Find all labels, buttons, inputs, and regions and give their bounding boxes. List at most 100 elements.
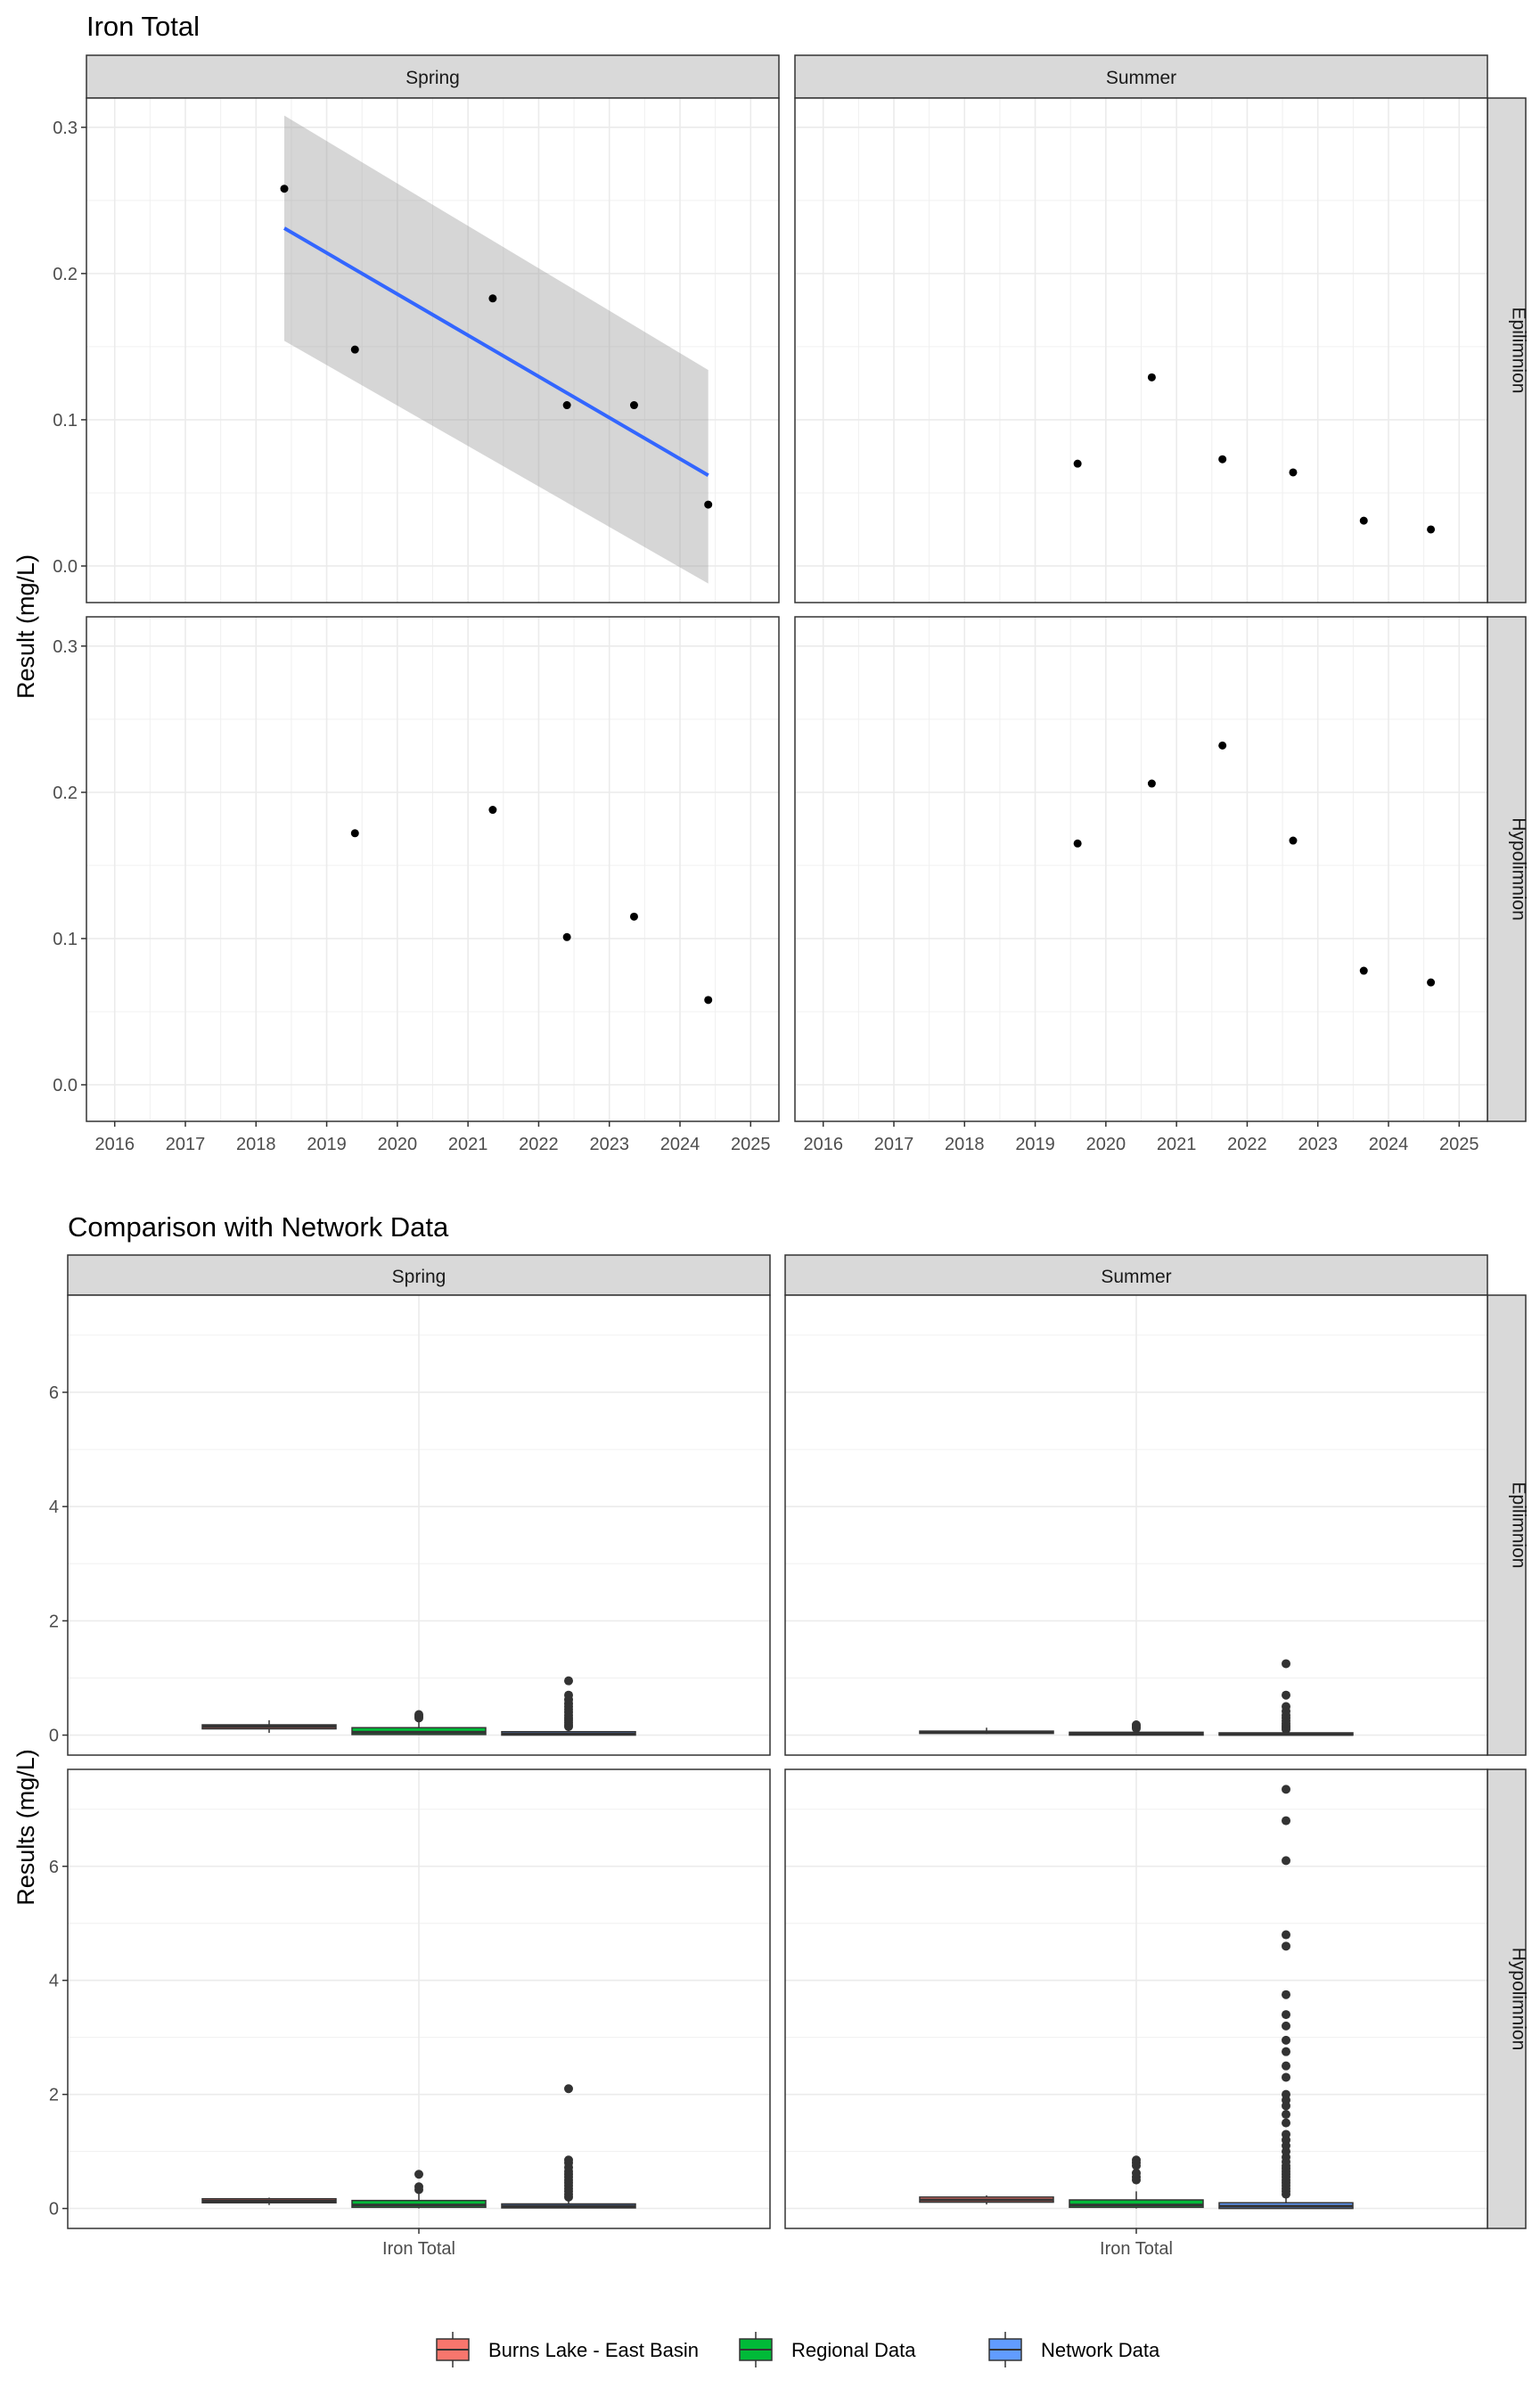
chart1-point (1147, 779, 1156, 788)
chart1-xtick-label: 2021 (448, 1135, 488, 1154)
chart1-xtick-label: 2018 (945, 1135, 985, 1154)
chart1-xtick-label: 2021 (1157, 1135, 1197, 1154)
chart2-ytick-label: 0 (49, 2200, 59, 2220)
chart2-outlier (1282, 1785, 1290, 1794)
chart2-ytick-label: 4 (49, 1972, 59, 1991)
chart2-outlier (1282, 1816, 1290, 1826)
chart1-xtick-label: 2025 (731, 1135, 771, 1154)
chart1-point (350, 829, 359, 838)
chart2-outlier (1282, 2118, 1290, 2128)
chart2-outlier (1282, 2129, 1290, 2139)
chart1-ytick-label: 0.0 (53, 1076, 78, 1095)
chart2-outlier (564, 1676, 573, 1686)
chart1-xtick-label: 2024 (660, 1135, 700, 1154)
chart2-strip-row-0 (1487, 1294, 1527, 1756)
chart2-outlier (1282, 1659, 1290, 1669)
chart1-strip-row-1 (1487, 616, 1527, 1122)
chart1-xtick-label: 2020 (378, 1135, 418, 1154)
chart2-outlier (1282, 2010, 1290, 2020)
chart1-point (562, 401, 571, 410)
chart2-strip-label-row-1: Hypolimnion (1509, 1948, 1529, 2051)
chart1-point (629, 401, 638, 410)
chart1-point (1427, 525, 1436, 534)
chart1-point (1218, 455, 1227, 464)
chart2-outlier (564, 1690, 573, 1700)
chart1-point (488, 806, 497, 815)
chart1-point (1147, 373, 1156, 382)
chart2-ytick-label: 6 (49, 1383, 59, 1403)
chart1-point (280, 185, 289, 193)
chart2-outlier (1282, 1990, 1290, 1999)
chart1-panel-border (86, 97, 780, 603)
chart1-xtick-label: 2016 (94, 1135, 135, 1154)
chart1-point (1427, 978, 1436, 987)
chart1-point (350, 345, 359, 354)
chart1-ytick-label: 0.1 (53, 930, 78, 949)
legend-label-2: Network Data (1041, 2339, 1160, 2361)
chart1-point (629, 912, 638, 921)
chart1-xtick-label: 2023 (589, 1135, 629, 1154)
chart1-ylabel: Result (mg/L) (12, 554, 39, 699)
chart1-xtick-label: 2016 (803, 1135, 843, 1154)
chart2-outlier (1282, 2061, 1290, 2071)
chart2-outlier (1282, 1856, 1290, 1866)
chart1-ytick-label: 0.2 (53, 784, 78, 803)
chart2-ytick-label: 6 (49, 1858, 59, 1877)
chart1-ytick-label: 0.3 (53, 119, 78, 138)
chart2-strip-label-col-0: Spring (392, 1267, 446, 1287)
legend-label-0: Burns Lake - East Basin (488, 2339, 699, 2361)
chart1-ytick-label: 0.0 (53, 557, 78, 577)
chart1-title: Iron Total (86, 11, 200, 42)
chart2-outlier (1132, 2155, 1141, 2165)
chart2-strip-label-row-0: Epilimnion (1509, 1482, 1529, 1569)
chart2-outlier (1282, 2089, 1290, 2099)
chart2-ytick-label: 2 (49, 1612, 59, 1631)
chart1-xtick-label: 2019 (307, 1135, 347, 1154)
chart2-title: Comparison with Network Data (68, 1211, 449, 1243)
chart2-strip-col-1 (784, 1254, 1488, 1296)
chart1-point (1289, 836, 1298, 845)
chart1-confidence-band (284, 115, 709, 584)
chart1-xtick-label: 2017 (874, 1135, 914, 1154)
chart1-ytick-label: 0.1 (53, 411, 78, 431)
chart2-outlier (564, 2084, 573, 2094)
chart2-outlier (1282, 2110, 1290, 2120)
chart2-outlier (414, 2182, 423, 2192)
chart2-outlier (414, 2170, 423, 2179)
chart2-box (1069, 2199, 1204, 2209)
chart2-outlier (564, 2155, 573, 2165)
chart1-strip-label-row-0: Epilimnion (1509, 308, 1529, 394)
chart2-outlier (1282, 2072, 1290, 2082)
legend-label-1: Regional Data (791, 2339, 916, 2361)
chart1-xtick-label: 2017 (166, 1135, 206, 1154)
chart2-outlier (1282, 2035, 1290, 2045)
chart1-strip-col-0 (86, 54, 780, 99)
chart1-strip-label-row-1: Hypolimnion (1509, 817, 1529, 921)
chart1-xtick-label: 2025 (1439, 1135, 1479, 1154)
chart1-ytick-label: 0.2 (53, 265, 78, 284)
chart1-point (488, 294, 497, 303)
chart2-outlier (1132, 2168, 1141, 2178)
chart1-point (704, 500, 713, 509)
chart1-panel-border (86, 616, 780, 1122)
chart2-outlier (1132, 1720, 1141, 1730)
chart1-point (1359, 966, 1368, 975)
chart2-strip-label-col-1: Summer (1101, 1267, 1171, 1287)
chart1-xtick-label: 2022 (1227, 1135, 1267, 1154)
chart-marks: Spring Summer Epilimnion Hypolimnion 0.0 0.1 0… (49, 54, 1529, 2367)
chart2-outlier (1282, 2021, 1290, 2031)
chart2-outlier (1282, 1930, 1290, 1940)
chart2-outlier (414, 1710, 423, 1719)
chart2-xtick-label: Iron Total (382, 2239, 455, 2259)
chart1-trend-line (283, 226, 709, 477)
chart2-ytick-label: 2 (49, 2086, 59, 2105)
chart2-xtick-label: Iron Total (1100, 2239, 1173, 2259)
chart1-xtick-label: 2022 (519, 1135, 559, 1154)
chart1-point (704, 996, 713, 1005)
chart1-ytick-label: 0.3 (53, 637, 78, 657)
chart1-point (1289, 468, 1298, 477)
chart1-strip-label-col-0: Spring (405, 68, 460, 88)
chart1-point (1073, 839, 1082, 848)
chart1-point (562, 932, 571, 941)
